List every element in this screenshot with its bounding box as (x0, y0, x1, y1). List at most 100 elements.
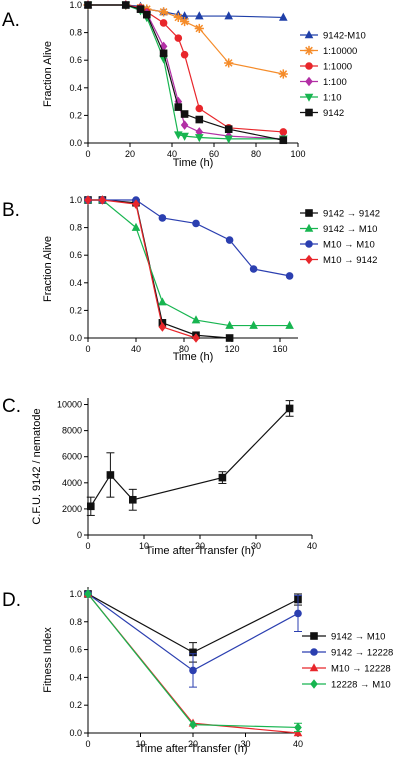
y-axis-label: Fraction Alive (42, 41, 54, 107)
series-line (88, 4, 284, 141)
x-tick-label: 40 (167, 149, 177, 159)
data-point (225, 320, 234, 329)
series-1 (83, 0, 288, 21)
x-tick-label: 30 (251, 541, 261, 551)
data-point (84, 195, 92, 205)
x-tick-label: 0 (85, 149, 90, 159)
data-point (174, 103, 183, 111)
data-point (294, 609, 302, 618)
legend-entry: M10 → 12228 (331, 664, 391, 675)
legend-marker (304, 45, 314, 56)
data-point (294, 722, 302, 733)
y-tick-label: 0.4 (69, 672, 82, 682)
legend-marker (309, 663, 319, 672)
y-tick-label: 8000 (62, 426, 82, 436)
y-tick-label: 0.8 (69, 223, 82, 233)
legend-marker (305, 62, 313, 70)
data-point (195, 104, 204, 113)
y-tick-label: 0.4 (69, 83, 82, 93)
legend-entry: 9142 → 9142 (323, 209, 380, 220)
y-tick-label: 0.0 (69, 333, 82, 343)
panel-letter: B. (2, 200, 20, 221)
series-line (88, 199, 230, 339)
x-tick-label: 10 (139, 541, 149, 551)
series-line (88, 4, 284, 19)
data-point (158, 322, 167, 332)
legend-marker (304, 223, 314, 232)
data-point (293, 728, 303, 737)
y-tick-label: 0.2 (69, 305, 82, 315)
legend-marker (304, 30, 314, 39)
legend-entry: 1:10 (323, 93, 342, 104)
data-point (279, 128, 288, 136)
x-tick-label: 60 (209, 149, 219, 159)
x-axis-label: Time (h) (173, 157, 214, 169)
data-point (159, 41, 168, 52)
series-4 (84, 195, 200, 343)
data-point (191, 315, 201, 324)
series-line (88, 199, 290, 277)
x-tick-label: 100 (290, 149, 305, 159)
y-axis-label: C.F.U. 9142 / nematode (31, 408, 43, 524)
x-tick-label: 20 (188, 739, 198, 749)
data-point (224, 125, 233, 133)
legend-entry: M10 → 9142 (323, 255, 377, 266)
chart-panel-1: A. 0 20 40 60 80 100 0.0 0.2 0.4 0.6 0.8 1.0 Time (h)… (2, 0, 366, 169)
data-point (249, 320, 258, 329)
data-point (224, 11, 233, 20)
data-point (159, 49, 168, 58)
chart-panel-3: C. 0 10 20 30 40 0 2000 4000 6000 8000 10000 Time af… (2, 396, 317, 557)
data-point (249, 265, 258, 273)
series-2 (84, 590, 302, 688)
y-tick-label: 2000 (62, 504, 82, 514)
data-point (180, 120, 189, 130)
legend: 9142 → 9142 9142 → M10 M10 → M10 M10 → 9142 (300, 209, 380, 266)
y-tick-label: 0.8 (69, 617, 82, 627)
data-point (195, 11, 204, 20)
y-tick-label: 6000 (62, 452, 82, 462)
y-tick-label: 0.6 (69, 55, 82, 65)
data-point (224, 135, 233, 144)
data-point (131, 222, 141, 231)
legend-marker (304, 93, 314, 102)
y-tick-label: 4000 (62, 478, 82, 488)
data-point (180, 16, 190, 27)
data-point (195, 134, 204, 143)
series-2 (83, 195, 294, 329)
y-tick-label: 1.0 (69, 0, 82, 10)
x-tick-label: 0 (85, 541, 90, 551)
data-point (279, 136, 288, 145)
x-tick-label: 10 (135, 739, 145, 749)
y-tick-label: 10000 (57, 400, 82, 410)
data-point (225, 236, 234, 244)
data-point (159, 55, 168, 64)
data-point (129, 495, 137, 504)
series-line (88, 199, 290, 327)
data-point (159, 7, 169, 17)
y-tick-label: 0.4 (69, 278, 82, 288)
legend-entry: M10 → M10 (323, 240, 375, 251)
y-tick-label: 0.2 (69, 110, 82, 120)
data-point (159, 19, 168, 27)
x-axis-label: Time after Transfer (h) (138, 743, 247, 755)
data-point (195, 115, 204, 124)
legend-marker (305, 108, 313, 117)
data-point (98, 195, 107, 205)
series-2 (83, 0, 288, 79)
legend-marker (305, 254, 313, 265)
x-tick-label: 80 (251, 149, 261, 159)
data-point (279, 12, 288, 21)
series-1 (86, 400, 294, 516)
legend-marker (310, 648, 318, 656)
y-tick-label: 0.8 (69, 28, 82, 38)
x-tick-label: 0 (85, 344, 90, 354)
data-point (122, 1, 130, 9)
data-point (195, 127, 204, 137)
chart-panel-4: D. 0 10 20 30 40 0.0 0.2 0.4 0.6 0.8 1.0 Time after … (2, 587, 393, 755)
legend-entry: 9142 → 12228 (331, 648, 393, 659)
data-point (218, 473, 227, 482)
data-point (87, 502, 95, 511)
legend-marker (305, 76, 313, 87)
y-axis-label: Fitness Index (42, 627, 54, 693)
x-tick-label: 30 (240, 739, 250, 749)
